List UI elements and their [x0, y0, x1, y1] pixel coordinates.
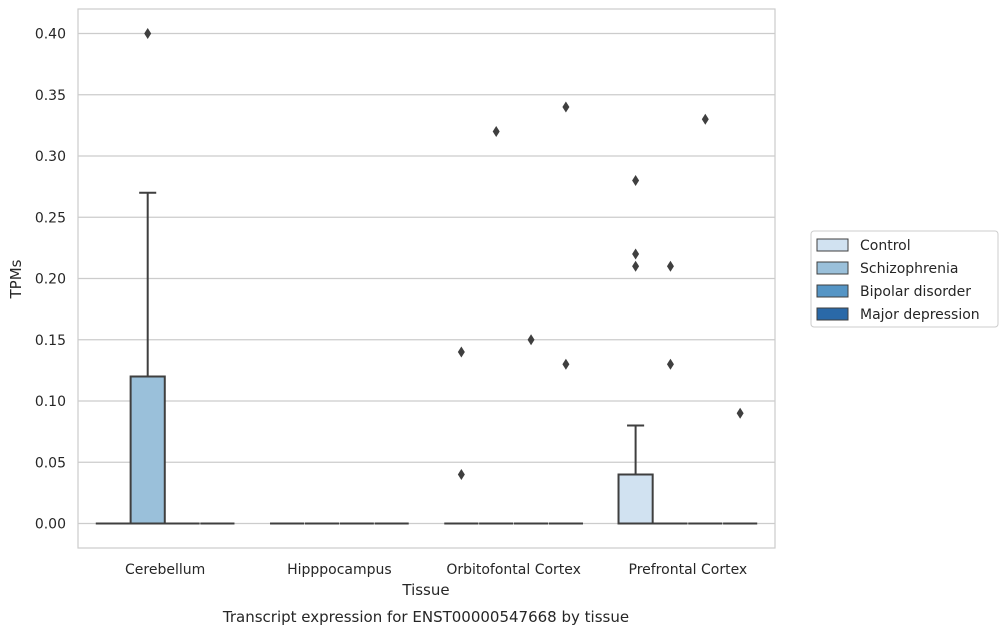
y-tick-label: 0.05	[35, 455, 66, 471]
outlier-point	[492, 126, 500, 137]
x-tick-label: Prefrontal Cortex	[629, 562, 748, 578]
y-tick-label: 0.35	[35, 88, 66, 104]
box-body	[617, 473, 654, 525]
x-axis-ticks: Cerebellum Hipppocampus Orbitofontal Corte…	[125, 562, 747, 578]
legend-items: Control Schizophrenia Bipolar disorder Majo…	[816, 238, 980, 323]
y-tick-label: 0.15	[35, 333, 66, 349]
legend: Control Schizophrenia Bipolar disorder Majo…	[810, 230, 999, 328]
y-tick-label: 0.25	[35, 210, 66, 226]
y-tick-label: 0.40	[35, 27, 66, 43]
box-group	[617, 175, 654, 525]
outlier-point	[562, 358, 570, 370]
x-axis-label: Tissue	[401, 581, 449, 599]
grid-lines	[78, 32, 775, 525]
outlier-point	[562, 101, 570, 113]
box-group	[653, 260, 688, 525]
x-tick-label: Cerebellum	[125, 562, 205, 578]
outlier-point	[736, 407, 744, 419]
box-group	[688, 113, 723, 525]
y-tick-label: 0.10	[35, 394, 66, 410]
outlier-point	[632, 248, 640, 260]
y-axis-ticks: 0.00 0.05 0.10 0.15 0.20 0.25 0.30 0.35 0.40	[35, 27, 66, 533]
box-group	[548, 101, 583, 525]
legend-label: Control	[860, 238, 911, 254]
legend-frame	[810, 230, 999, 328]
outlier-point	[144, 28, 152, 39]
chart-caption: Transcript expression for ENST0000054766…	[222, 608, 629, 626]
box-group	[513, 334, 549, 525]
x-tick-label: Hipppocampus	[287, 562, 392, 578]
outlier-point	[632, 175, 640, 186]
box-group	[723, 407, 758, 525]
y-axis-label: TPMs	[7, 259, 25, 299]
legend-swatch	[816, 284, 849, 298]
outlier-point	[701, 113, 709, 125]
legend-swatch	[816, 307, 849, 321]
legend-label: Bipolar disorder	[860, 284, 971, 300]
outlier-point	[527, 334, 535, 346]
outlier-point	[632, 260, 640, 272]
outlier-point	[666, 260, 674, 272]
y-tick-label: 0.30	[35, 149, 66, 165]
y-tick-label: 0.00	[35, 517, 66, 533]
box-group	[479, 126, 514, 525]
box-body	[129, 375, 166, 525]
x-tick-label: Orbitofontal Cortex	[446, 562, 581, 578]
legend-label: Schizophrenia	[860, 261, 958, 277]
box-marks	[95, 28, 758, 525]
legend-swatch	[816, 238, 849, 252]
legend-label: Major depression	[860, 307, 980, 323]
box-group	[444, 346, 479, 525]
outlier-point	[457, 469, 465, 480]
legend-swatch	[816, 261, 849, 275]
outlier-point	[457, 346, 465, 358]
box-group	[129, 28, 166, 525]
plot-area-frame	[77, 8, 776, 549]
outlier-point	[666, 358, 674, 370]
y-tick-label: 0.20	[35, 272, 66, 288]
